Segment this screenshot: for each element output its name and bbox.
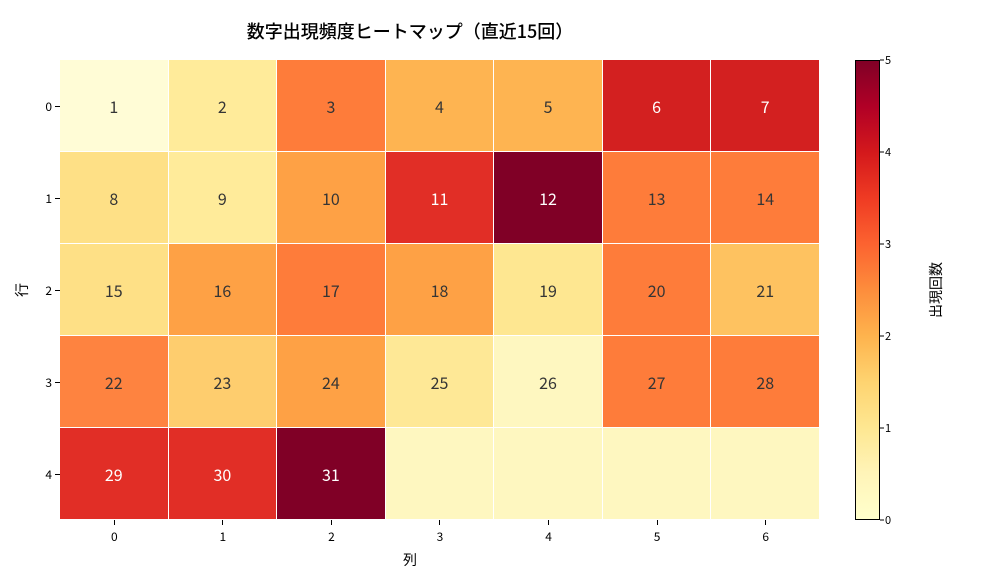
- x-tick-mark: [439, 520, 440, 525]
- heatmap-cell: 19: [494, 244, 603, 336]
- heatmap-cell: 5: [494, 60, 603, 152]
- colorbar-tick-mark: [880, 152, 884, 153]
- x-tick-label: 6: [756, 528, 776, 545]
- x-tick-mark: [331, 520, 332, 525]
- heatmap-cell: 2: [169, 60, 278, 152]
- heatmap-cell: 27: [603, 336, 712, 428]
- y-tick-label: 4: [28, 466, 52, 483]
- x-tick-label: 3: [430, 528, 450, 545]
- heatmap-cell: 17: [277, 244, 386, 336]
- y-tick-label: 3: [28, 374, 52, 391]
- colorbar-tick-label: 0: [885, 512, 891, 528]
- colorbar-tick-label: 2: [885, 328, 891, 344]
- heatmap-cell: 8: [60, 152, 169, 244]
- x-tick-label: 0: [104, 528, 124, 545]
- heatmap-cell: [603, 428, 712, 520]
- heatmap-cell: 3: [277, 60, 386, 152]
- heatmap-cell: 18: [386, 244, 495, 336]
- x-tick-mark: [114, 520, 115, 525]
- heatmap-cell: 14: [711, 152, 820, 244]
- heatmap-cell: 30: [169, 428, 278, 520]
- x-tick-mark: [548, 520, 549, 525]
- heatmap-cell: [386, 428, 495, 520]
- heatmap-cell: 28: [711, 336, 820, 428]
- heatmap-cell: [494, 428, 603, 520]
- x-tick-mark: [657, 520, 658, 525]
- y-tick-mark: [55, 198, 60, 199]
- y-tick-mark: [55, 474, 60, 475]
- heatmap-cell: 22: [60, 336, 169, 428]
- colorbar: [855, 60, 880, 520]
- y-tick-mark: [55, 290, 60, 291]
- heatmap-cell: 11: [386, 152, 495, 244]
- heatmap-grid: 1234567891011121314151617181920212223242…: [60, 60, 820, 520]
- colorbar-tick-label: 3: [885, 236, 891, 252]
- y-tick-label: 0: [28, 98, 52, 115]
- heatmap-cell: 25: [386, 336, 495, 428]
- heatmap-cell: 12: [494, 152, 603, 244]
- heatmap-cell: 20: [603, 244, 712, 336]
- x-tick-label: 2: [321, 528, 341, 545]
- heatmap-cell: 26: [494, 336, 603, 428]
- colorbar-tick-mark: [880, 60, 884, 61]
- colorbar-tick-label: 4: [885, 144, 891, 160]
- heatmap-cell: 21: [711, 244, 820, 336]
- heatmap-cell: 23: [169, 336, 278, 428]
- y-tick-mark: [55, 106, 60, 107]
- heatmap-cell: 15: [60, 244, 169, 336]
- y-tick-label: 2: [28, 282, 52, 299]
- x-tick-mark: [765, 520, 766, 525]
- colorbar-tick-mark: [880, 244, 884, 245]
- x-tick-label: 1: [213, 528, 233, 545]
- colorbar-tick-mark: [880, 336, 884, 337]
- heatmap-cell: 16: [169, 244, 278, 336]
- heatmap-cell: 29: [60, 428, 169, 520]
- colorbar-label: 出現回数: [926, 262, 946, 318]
- colorbar-tick-mark: [880, 520, 884, 521]
- heatmap-cell: [711, 428, 820, 520]
- colorbar-tick-mark: [880, 428, 884, 429]
- heatmap-cell: 4: [386, 60, 495, 152]
- heatmap-cell: 1: [60, 60, 169, 152]
- heatmap-cell: 9: [169, 152, 278, 244]
- x-tick-mark: [222, 520, 223, 525]
- heatmap-cell: 6: [603, 60, 712, 152]
- y-tick-mark: [55, 382, 60, 383]
- colorbar-tick-label: 1: [885, 420, 891, 436]
- chart-title: 数字出現頻度ヒートマップ（直近15回）: [0, 18, 820, 44]
- y-tick-label: 1: [28, 190, 52, 207]
- colorbar-tick-label: 5: [885, 52, 891, 68]
- heatmap-cell: 31: [277, 428, 386, 520]
- heatmap-cell: 13: [603, 152, 712, 244]
- x-tick-label: 4: [539, 528, 559, 545]
- heatmap-cell: 7: [711, 60, 820, 152]
- x-tick-label: 5: [647, 528, 667, 545]
- heatmap-cell: 10: [277, 152, 386, 244]
- colorbar-gradient: [856, 61, 879, 519]
- heatmap-cell: 24: [277, 336, 386, 428]
- x-axis-label: 列: [0, 550, 820, 570]
